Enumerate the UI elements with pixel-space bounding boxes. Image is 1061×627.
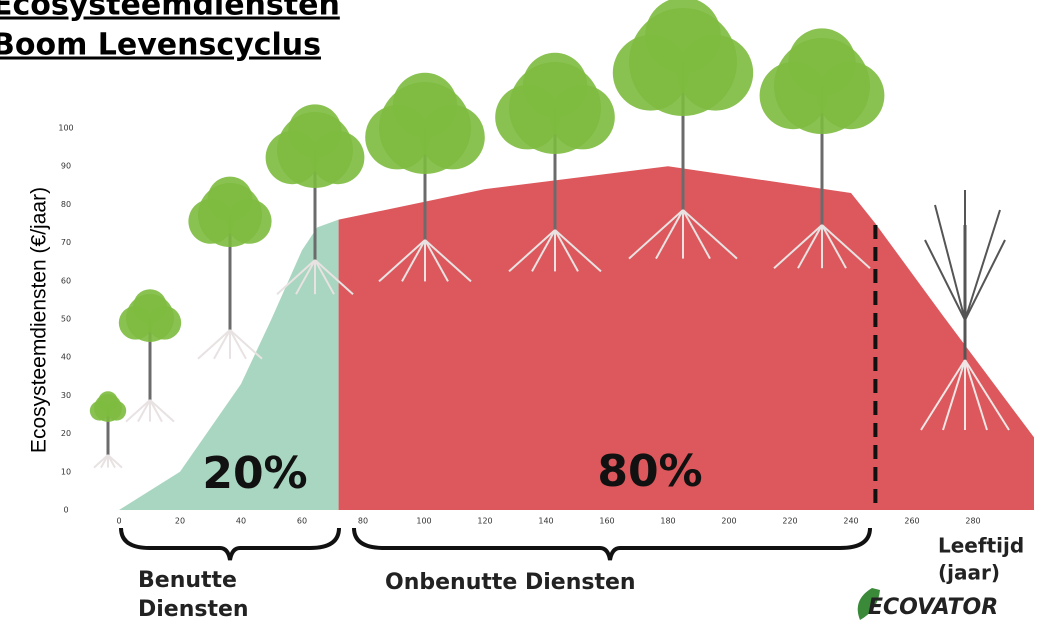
x-tick-label: 240 [843,517,858,526]
tree-canopy [523,53,587,117]
tree-root [214,330,230,359]
tree-root [126,400,150,422]
tree-canopy [133,289,167,323]
brace [121,528,339,560]
y-tick-label: 40 [61,353,71,362]
x-tick-label: 200 [721,517,736,526]
tree-canopy [208,177,253,222]
brace-label: Benutte [138,568,237,593]
y-tick-label: 90 [61,162,71,171]
y-tick-label: 30 [61,391,71,400]
y-tick-label: 60 [61,276,71,285]
tree-root [198,330,230,359]
x-tick-label: 220 [782,517,797,526]
brace-label: Onbenutte Diensten [385,570,636,595]
x-tick-label: 60 [297,517,307,526]
percent-label: 20% [202,448,307,499]
y-tick-label: 80 [61,200,71,209]
y-tick-label: 20 [61,429,71,438]
x-tick-label: 80 [358,517,368,526]
y-axis-label: Ecosysteemdiensten (€/jaar) [28,187,51,453]
x-axis-label: Leeftijd [938,534,1024,558]
tree-root [150,400,162,422]
x-tick-label: 180 [660,517,675,526]
x-tick-label: 120 [477,517,492,526]
x-axis-label: (jaar) [938,561,1000,585]
x-tick-label: 0 [116,517,121,526]
x-tick-label: 280 [965,517,980,526]
tree-root [230,330,262,359]
x-tick-label: 260 [904,517,919,526]
dead-branch [965,240,1005,320]
page: {"chart_data": {"type": "area", "title_l… [0,0,1061,627]
tree-root [230,330,246,359]
tree-root [150,400,174,422]
tree-canopy [645,0,721,73]
tree-canopy [393,73,457,137]
x-tick-label: 40 [236,517,246,526]
dead-branch [935,205,965,320]
y-tick-label: 70 [61,238,71,247]
tree-canopy [288,104,341,157]
y-tick-label: 100 [58,124,73,133]
x-tick-label: 140 [538,517,553,526]
title-line: Ecosysteemdiensten [0,0,340,23]
percent-label: 80% [597,446,702,497]
brace [354,528,870,560]
title-line: Boom Levenscyclus [0,28,321,63]
logo: ECOVATOR [868,595,998,620]
y-tick-label: 50 [61,315,71,324]
tree-root [138,400,150,422]
chart: Ecosysteemdiensten Boom Levenscyclus Eco… [0,0,1061,627]
y-tick-label: 0 [63,506,68,515]
x-tick-label: 100 [416,517,431,526]
tree-canopy [788,28,855,95]
x-tick-label: 20 [175,517,185,526]
y-tick-label: 10 [61,467,71,476]
dead-branch [965,210,1000,320]
tree-canopy [98,391,118,411]
brace-label: Diensten [138,597,249,622]
x-tick-label: 160 [599,517,614,526]
